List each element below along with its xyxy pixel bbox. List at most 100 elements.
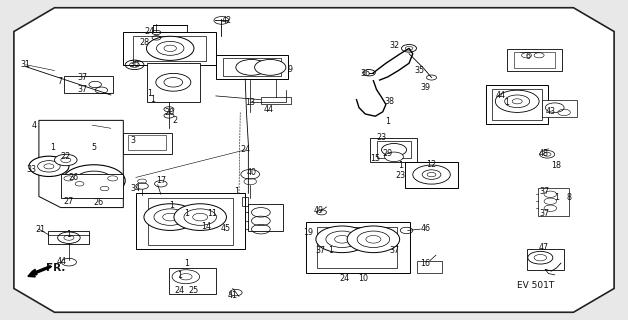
Text: 1: 1	[328, 246, 333, 255]
Circle shape	[63, 165, 125, 196]
Bar	[306, 222, 409, 273]
Circle shape	[316, 226, 369, 252]
Text: 1: 1	[67, 230, 72, 239]
Circle shape	[495, 90, 539, 112]
Text: 22: 22	[60, 152, 70, 161]
Text: 24: 24	[240, 145, 251, 154]
Text: 39: 39	[420, 83, 430, 92]
Text: 20: 20	[164, 108, 174, 117]
Text: 47: 47	[539, 243, 549, 252]
Bar	[242, 197, 248, 206]
Text: 1: 1	[150, 95, 155, 104]
Bar	[64, 76, 112, 93]
Text: 26: 26	[93, 198, 104, 207]
Bar	[261, 97, 291, 105]
Text: 2: 2	[173, 116, 178, 125]
Circle shape	[29, 156, 69, 177]
Bar	[148, 198, 233, 245]
Text: 24: 24	[175, 285, 185, 295]
Text: 19: 19	[303, 228, 313, 237]
Bar	[216, 55, 288, 79]
Text: 1: 1	[385, 117, 390, 126]
Circle shape	[382, 143, 406, 156]
Bar	[492, 89, 542, 120]
Text: 1: 1	[185, 209, 190, 219]
Text: 15: 15	[371, 154, 381, 163]
Text: 49: 49	[314, 206, 324, 215]
Polygon shape	[14, 8, 614, 312]
Bar	[417, 261, 442, 273]
Bar	[133, 36, 207, 61]
Text: 46: 46	[420, 224, 430, 233]
Text: 37: 37	[539, 209, 549, 218]
Text: 37: 37	[389, 246, 399, 255]
Text: 28: 28	[139, 38, 149, 47]
Text: 29: 29	[382, 148, 393, 157]
Text: 16: 16	[420, 259, 430, 268]
Text: 27: 27	[64, 197, 74, 206]
Text: 1: 1	[554, 193, 559, 202]
Text: 44: 44	[57, 257, 67, 266]
Bar	[147, 63, 200, 102]
Bar	[248, 204, 283, 231]
Bar	[136, 193, 245, 249]
Text: 24: 24	[144, 27, 154, 36]
Text: 1: 1	[147, 89, 152, 98]
Bar	[377, 141, 411, 158]
Text: 24: 24	[339, 274, 349, 283]
Text: 23: 23	[376, 133, 387, 142]
Text: 1: 1	[504, 98, 509, 107]
Circle shape	[236, 60, 267, 75]
Text: 18: 18	[551, 161, 561, 170]
Bar	[507, 49, 561, 71]
Text: 45: 45	[220, 224, 230, 233]
Bar	[404, 162, 458, 188]
Text: 37: 37	[539, 187, 549, 196]
Text: 7: 7	[57, 77, 62, 86]
Text: 4: 4	[32, 121, 37, 130]
Bar	[542, 100, 577, 117]
Text: 10: 10	[358, 275, 368, 284]
Text: 12: 12	[426, 160, 436, 169]
Circle shape	[58, 232, 80, 244]
Text: 30: 30	[129, 60, 139, 69]
Circle shape	[347, 226, 399, 252]
Text: 48: 48	[539, 148, 549, 157]
Text: 3: 3	[130, 136, 135, 146]
Text: 38: 38	[384, 97, 394, 106]
Text: 31: 31	[20, 60, 30, 69]
Text: 5: 5	[91, 143, 97, 152]
Bar	[123, 32, 216, 65]
Bar	[538, 188, 569, 216]
Bar	[48, 231, 89, 244]
Bar	[514, 52, 555, 68]
Text: 14: 14	[201, 222, 211, 231]
Circle shape	[172, 270, 200, 284]
Text: 17: 17	[156, 176, 166, 185]
Text: 1: 1	[170, 202, 175, 211]
Text: 37: 37	[78, 73, 88, 82]
Bar	[169, 268, 216, 294]
Text: 40: 40	[246, 168, 256, 177]
Circle shape	[55, 154, 77, 166]
Text: 1: 1	[398, 161, 403, 170]
Circle shape	[144, 204, 197, 230]
Bar	[317, 227, 397, 268]
Text: 25: 25	[188, 285, 198, 295]
Bar	[526, 250, 564, 270]
Text: EV 501T: EV 501T	[517, 281, 555, 290]
Text: 44: 44	[263, 105, 273, 114]
Text: 34: 34	[131, 184, 141, 193]
Text: 23: 23	[395, 171, 405, 180]
Text: 1: 1	[235, 187, 240, 196]
Text: 37: 37	[315, 246, 325, 255]
Bar	[61, 174, 123, 198]
Text: 9: 9	[288, 65, 293, 74]
Bar	[371, 138, 417, 162]
Text: 42: 42	[222, 16, 232, 25]
Text: 33: 33	[26, 165, 36, 174]
Text: 1: 1	[185, 259, 190, 268]
Text: 6: 6	[526, 52, 530, 61]
Text: 37: 37	[78, 85, 88, 94]
Text: 44: 44	[495, 92, 506, 100]
